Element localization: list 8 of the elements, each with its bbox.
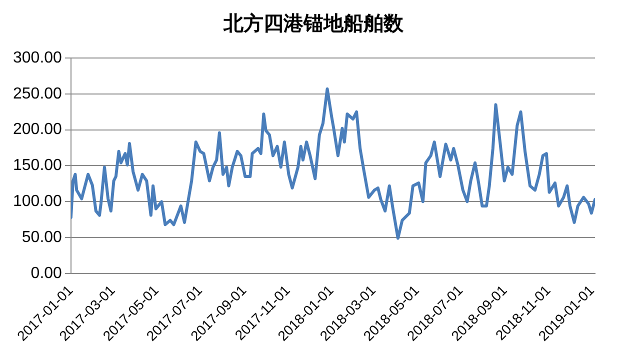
y-tick-label: 0.00 [30, 264, 62, 282]
y-tick-label: 50.00 [22, 228, 62, 246]
y-tick-label: 250.00 [13, 85, 62, 102]
chart-title: 北方四港锚地船舶数 [222, 12, 404, 37]
y-tick-label: 300.00 [13, 49, 62, 66]
y-tick-label: 200.00 [13, 121, 62, 138]
y-tick-label: 100.00 [13, 193, 62, 210]
y-tick-label: 150.00 [13, 157, 62, 174]
